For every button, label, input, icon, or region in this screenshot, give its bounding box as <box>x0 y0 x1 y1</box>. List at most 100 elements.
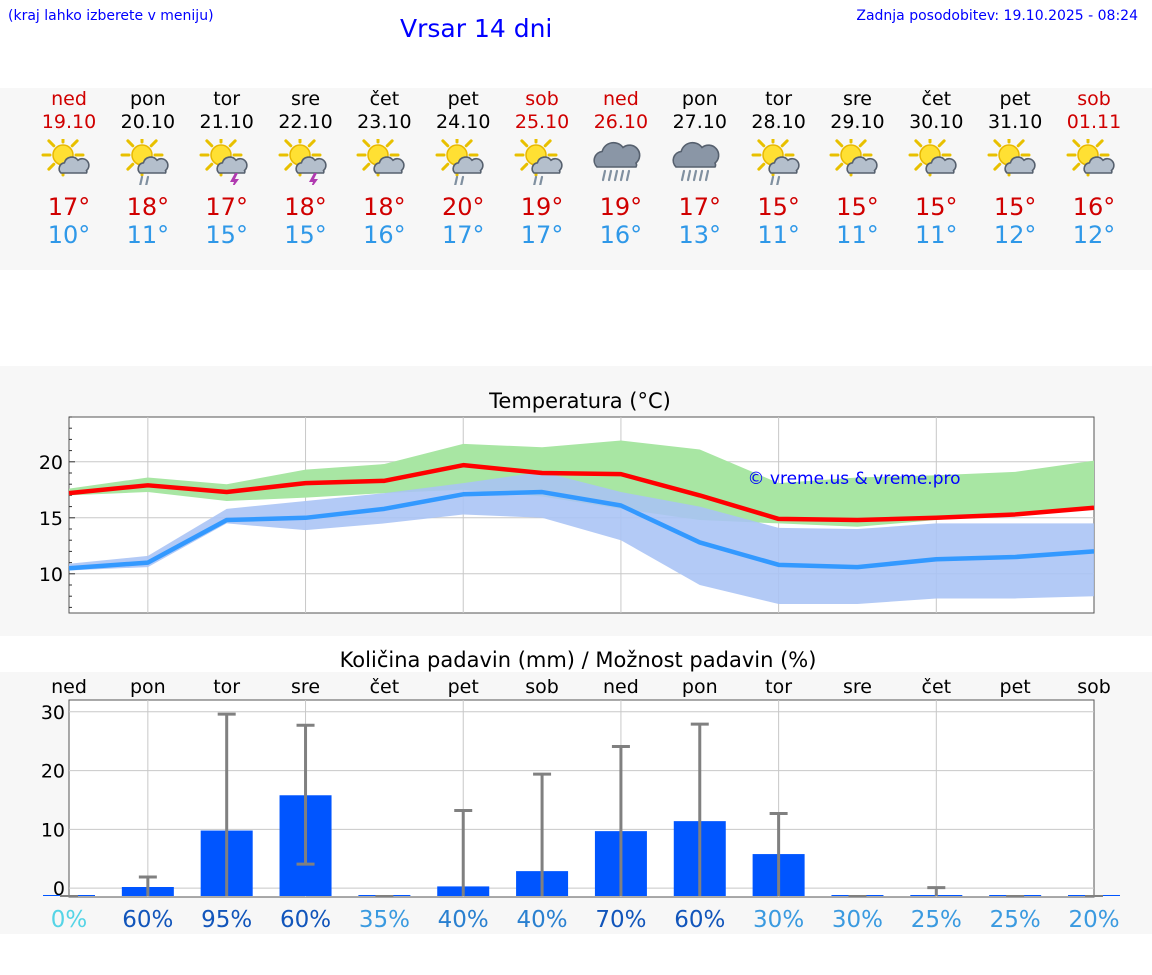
cloud-shape <box>593 141 641 168</box>
weather-icon-sun-cloud <box>987 139 1036 177</box>
temp-max: 17° <box>205 193 248 221</box>
day-column: čet 23.10 18° 16° <box>345 88 423 249</box>
rain-drop <box>460 175 465 185</box>
precip-day-label: sob <box>525 676 559 698</box>
weather-icon-sun-cloud <box>1066 139 1115 177</box>
location-hint[interactable]: (kraj lahko izberete v meniju) <box>8 8 214 24</box>
day-column: sre 29.10 15° 11° <box>818 88 896 249</box>
day-date: 31.10 <box>987 111 1043 133</box>
cloud-shape <box>1083 156 1115 174</box>
daily-forecast: ned 19.10 17° 10° pon 20.10 18° 11° tor 21.10 17° 1… <box>0 88 1152 270</box>
day-name: pet <box>999 88 1031 110</box>
temp-max: 17° <box>678 193 722 221</box>
y-tick-label: 20 <box>41 761 65 783</box>
precip-day-label: čet <box>922 676 952 698</box>
day-column: pet 31.10 15° 12° <box>976 88 1054 249</box>
day-column: tor 28.10 15° 11° <box>740 88 818 249</box>
day-name: sre <box>842 88 872 110</box>
precip-probability: 70% <box>595 907 646 933</box>
day-column: ned 26.10 19° 16° <box>582 88 660 249</box>
min-temp-line <box>68 489 1095 571</box>
weather-icon-cloud-heavy-rain <box>672 141 720 182</box>
day-date: 26.10 <box>593 111 649 133</box>
day-date: 01.11 <box>1066 111 1122 133</box>
rain-drop <box>692 169 697 182</box>
temp-min: 10° <box>47 221 91 249</box>
precip-probability: 60% <box>674 907 725 933</box>
weather-icon-sun-cloud-thunder <box>199 139 248 185</box>
temp-max: 15° <box>915 193 958 221</box>
cloud-shape <box>846 156 879 174</box>
cloud-shape <box>1004 156 1036 174</box>
temp-max: 15° <box>836 193 879 221</box>
temperature-chart-title: Temperatura (°C) <box>488 389 671 413</box>
day-column: sob 01.11 16° 12° <box>1055 88 1133 249</box>
precip-probability: 60% <box>280 907 331 933</box>
rain-drop <box>698 169 703 182</box>
day-column: sob 25.10 19° 17° <box>503 88 581 249</box>
cloud-shape <box>672 141 720 168</box>
day-name: ned <box>51 88 87 110</box>
y-tick-label: 15 <box>39 508 63 530</box>
y-tick-label: 30 <box>41 702 65 724</box>
weather-icon-sun-cloud-rain <box>751 139 800 185</box>
rain-drop <box>680 169 685 182</box>
day-name: pon <box>129 88 166 110</box>
day-column: pon 20.10 18° 11° <box>109 88 187 249</box>
y-tick-label: 10 <box>39 564 63 586</box>
precip-probability: 30% <box>753 907 804 933</box>
cloud-shape <box>137 156 169 174</box>
rain-drop <box>539 175 544 185</box>
precip-probability: 60% <box>122 907 173 933</box>
forecast-band <box>0 88 1152 270</box>
sun-rays <box>435 139 479 177</box>
day-date: 27.10 <box>672 111 727 133</box>
precip-probability: 0% <box>51 907 88 933</box>
precip-probability: 30% <box>832 907 883 933</box>
y-tick-label: 10 <box>41 819 65 841</box>
temperature-chart: Temperatura (°C) 10 15 20 © vreme.us & vreme… <box>39 389 1095 614</box>
cloud-shape <box>58 156 90 174</box>
temp-min: 15° <box>205 221 248 249</box>
rain-drop <box>619 169 625 182</box>
day-date: 24.10 <box>436 111 491 133</box>
lightning-bolt <box>229 173 239 185</box>
day-name: sob <box>525 88 559 110</box>
day-column: tor 21.10 17° 15° <box>188 88 266 249</box>
precip-day-label: sre <box>843 676 872 698</box>
temp-min: 13° <box>678 221 722 249</box>
temp-min: 16° <box>363 221 406 249</box>
temp-max: 15° <box>757 193 800 221</box>
precip-probability: 25% <box>990 907 1041 933</box>
weather-icon-sun-cloud-rain <box>435 139 484 185</box>
precip-day-label: sob <box>1077 676 1111 698</box>
cloud-shape <box>216 156 248 174</box>
day-name: ned <box>603 88 639 110</box>
y-tick-label: 20 <box>39 452 63 474</box>
precip-day-label: pet <box>1000 676 1031 698</box>
weather-icon-sun-cloud <box>829 139 879 177</box>
cloud-shape <box>768 156 800 174</box>
weather-icon-cloud-heavy-rain <box>593 141 641 182</box>
weather-icon-sun-cloud-rain <box>120 139 169 185</box>
weather-icon-sun-cloud <box>908 139 957 177</box>
rain-drop <box>144 175 149 185</box>
min-temp-range-band <box>69 471 1094 605</box>
day-name: čet <box>921 88 952 110</box>
precip-day-label: pon <box>682 676 718 698</box>
precip-day-label: pet <box>448 676 479 698</box>
day-column: pon 27.10 17° 13° <box>661 88 739 249</box>
precip-day-label: sre <box>291 676 320 698</box>
day-date: 28.10 <box>751 111 806 133</box>
precip-day-label: čet <box>370 676 400 698</box>
day-name: pon <box>681 88 718 110</box>
precip-day-label: ned <box>603 676 639 698</box>
day-name: tor <box>765 88 793 110</box>
max-temp-line <box>68 462 1095 523</box>
temp-max: 16° <box>1072 193 1116 221</box>
lightning-bolt <box>308 173 318 185</box>
precipitation-chart: Količina padavin (mm) / Možnost padavin … <box>41 648 1120 933</box>
precip-day-label: ned <box>51 676 87 698</box>
rain-drop <box>686 169 691 182</box>
day-date: 22.10 <box>278 111 333 133</box>
